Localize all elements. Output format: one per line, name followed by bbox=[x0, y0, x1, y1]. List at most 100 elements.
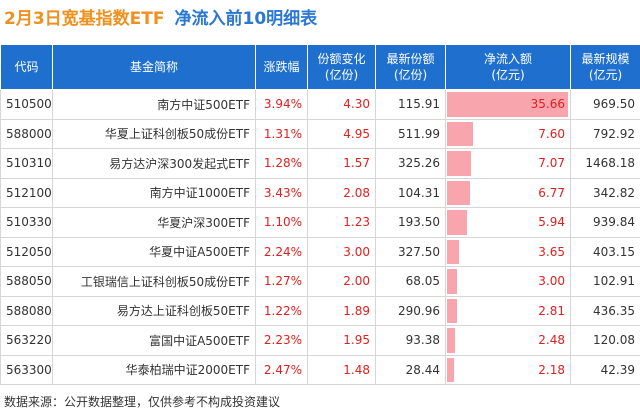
inflow-bar bbox=[447, 210, 468, 235]
cell: 104.31 bbox=[375, 177, 446, 208]
cell: 易方达上证科创板50ETF bbox=[52, 295, 256, 326]
cell: 华夏沪深300ETF bbox=[52, 207, 256, 238]
header-row: 代码 基金简称 涨跌幅 份额变化 (亿份) 最新份额 (亿份) 净流入额 (亿元) 最新规模… bbox=[0, 44, 640, 90]
cell: 华夏上证科创板50成份ETF bbox=[52, 118, 256, 149]
inflow-bar bbox=[447, 298, 457, 323]
cell: 5.94 bbox=[445, 207, 571, 238]
cell: 南方中证1000ETF bbox=[52, 177, 256, 208]
cell: 120.08 bbox=[570, 325, 640, 356]
cell: 2.47% bbox=[255, 354, 308, 385]
cell: 290.96 bbox=[375, 295, 446, 326]
cell: 1.31% bbox=[255, 118, 308, 149]
cell: 510330 bbox=[0, 207, 53, 238]
cell: 3.65 bbox=[445, 236, 571, 267]
cell: 403.15 bbox=[570, 236, 640, 267]
cell: 1.89 bbox=[307, 295, 376, 326]
cell-text: 7.07 bbox=[538, 156, 565, 171]
cell-text: 3.00 bbox=[538, 274, 565, 289]
cell: 588000 bbox=[0, 118, 53, 149]
table-row: 510500 南方中证500ETF 3.94% 4.30 115.91 35.66 969.… bbox=[0, 89, 640, 120]
cell: 512050 bbox=[0, 236, 53, 267]
cell: 2.08 bbox=[307, 177, 376, 208]
cell: 2.81 bbox=[445, 295, 571, 326]
cell: 2.00 bbox=[307, 266, 376, 297]
cell: 563300 bbox=[0, 354, 53, 385]
cell: 6.77 bbox=[445, 177, 571, 208]
cell: 华夏中证A500ETF bbox=[52, 236, 256, 267]
cell: 工银瑞信上证科创板50成份ETF bbox=[52, 266, 256, 297]
cell: 563220 bbox=[0, 325, 53, 356]
cell: 3.00 bbox=[307, 236, 376, 267]
inflow-bar bbox=[447, 121, 473, 146]
table-row: 512100 南方中证1000ETF 3.43% 2.08 104.31 6.77 342.… bbox=[0, 177, 640, 208]
cell-text: 2.48 bbox=[538, 333, 565, 348]
cell: 510500 bbox=[0, 89, 53, 120]
cell: 易方达沪深300发起式ETF bbox=[52, 148, 256, 179]
inflow-bar bbox=[447, 328, 456, 353]
cell: 7.60 bbox=[445, 118, 571, 149]
cell: 2.24% bbox=[255, 236, 308, 267]
cell: 1.27% bbox=[255, 266, 308, 297]
cell: 富国中证A500ETF bbox=[52, 325, 256, 356]
table-row: 588050 工银瑞信上证科创板50成份ETF 1.27% 2.00 68.05 3.00… bbox=[0, 266, 640, 297]
cell: 193.50 bbox=[375, 207, 446, 238]
cell: 1.23 bbox=[307, 207, 376, 238]
cell: 2.23% bbox=[255, 325, 308, 356]
table-body: 510500 南方中证500ETF 3.94% 4.30 115.91 35.66 969.… bbox=[0, 89, 640, 385]
cell: 939.84 bbox=[570, 207, 640, 238]
cell: 342.82 bbox=[570, 177, 640, 208]
cell: 115.91 bbox=[375, 89, 446, 120]
inflow-bar bbox=[447, 239, 460, 264]
cell-text: 2.18 bbox=[538, 362, 565, 377]
cell-text: 7.60 bbox=[538, 126, 565, 141]
column-header: 基金简称 bbox=[52, 44, 256, 90]
table-row: 512050 华夏中证A500ETF 2.24% 3.00 327.50 3.65 403.… bbox=[0, 236, 640, 267]
title-text: 净流入前10明细表 bbox=[174, 9, 318, 29]
table-row: 563220 富国中证A500ETF 2.23% 1.95 93.38 2.48 120.0… bbox=[0, 325, 640, 356]
inflow-bar bbox=[447, 151, 471, 176]
cell: 93.38 bbox=[375, 325, 446, 356]
inflow-bar bbox=[447, 180, 470, 205]
cell-text: 2.81 bbox=[538, 303, 565, 318]
cell: 42.39 bbox=[570, 354, 640, 385]
column-header: 最新规模 (亿元) bbox=[570, 44, 640, 90]
cell: 3.00 bbox=[445, 266, 571, 297]
title: 2月3日宽基指数ETF 净流入前10明细表 bbox=[4, 4, 317, 29]
inflow-bar bbox=[447, 269, 458, 294]
cell-text: 5.94 bbox=[538, 215, 565, 230]
cell: 969.50 bbox=[570, 89, 640, 120]
cell: 68.05 bbox=[375, 266, 446, 297]
inflow-bar bbox=[447, 357, 455, 382]
column-header: 份额变化 (亿份) bbox=[307, 44, 376, 90]
title-date: 2月3日宽基指数ETF bbox=[4, 9, 165, 29]
cell: 1468.18 bbox=[570, 148, 640, 179]
table-row: 510330 华夏沪深300ETF 1.10% 1.23 193.50 5.94 939.8… bbox=[0, 207, 640, 238]
cell: 792.92 bbox=[570, 118, 640, 149]
cell: 511.99 bbox=[375, 118, 446, 149]
cell: 436.35 bbox=[570, 295, 640, 326]
cell: 327.50 bbox=[375, 236, 446, 267]
cell: 1.28% bbox=[255, 148, 308, 179]
cell: 510310 bbox=[0, 148, 53, 179]
cell: 588080 bbox=[0, 295, 53, 326]
table-row: 563300 华泰柏瑞中证2000ETF 2.47% 1.48 28.44 2.18 42.… bbox=[0, 354, 640, 385]
cell-text: 3.65 bbox=[538, 244, 565, 259]
table: 代码 基金简称 涨跌幅 份额变化 (亿份) 最新份额 (亿份) 净流入额 (亿元) 最新规模… bbox=[0, 44, 640, 385]
cell: 3.94% bbox=[255, 89, 308, 120]
cell: 2.48 bbox=[445, 325, 571, 356]
cell: 4.95 bbox=[307, 118, 376, 149]
cell: 4.30 bbox=[307, 89, 376, 120]
cell: 2.18 bbox=[445, 354, 571, 385]
cell: 28.44 bbox=[375, 354, 446, 385]
cell: 3.43% bbox=[255, 177, 308, 208]
cell-text: 6.77 bbox=[538, 185, 565, 200]
column-header: 净流入额 (亿元) bbox=[445, 44, 571, 90]
column-header: 涨跌幅 bbox=[255, 44, 308, 90]
cell: 102.91 bbox=[570, 266, 640, 297]
column-header: 最新份额 (亿份) bbox=[375, 44, 446, 90]
column-header: 代码 bbox=[0, 44, 53, 90]
cell: 南方中证500ETF bbox=[52, 89, 256, 120]
cell: 1.57 bbox=[307, 148, 376, 179]
cell: 1.10% bbox=[255, 207, 308, 238]
